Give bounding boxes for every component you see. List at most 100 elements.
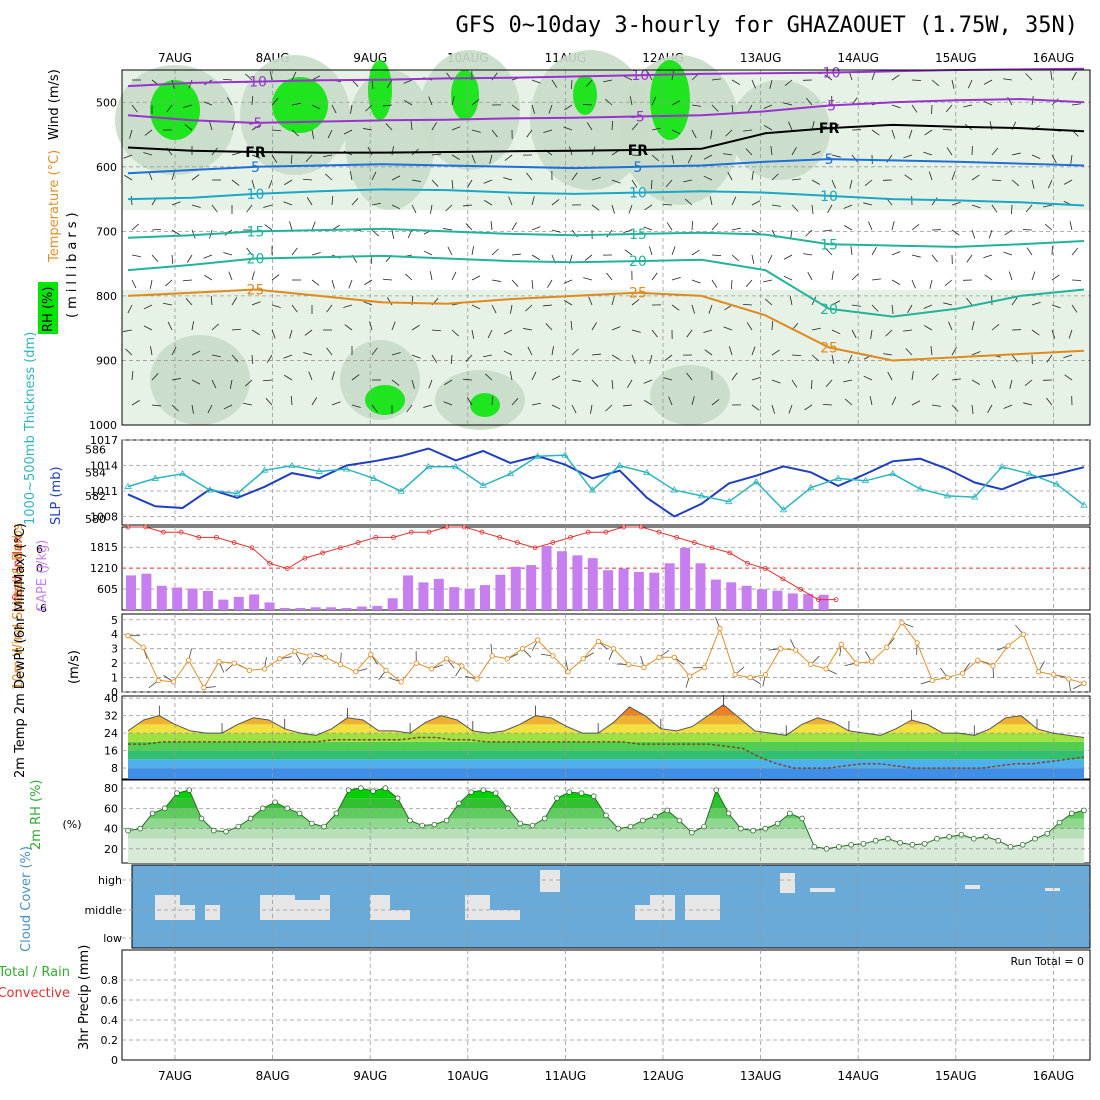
top-date-label: 13AUG (740, 51, 782, 65)
wind-barb (903, 329, 913, 332)
cape-bar (772, 590, 783, 610)
thickness-marker (124, 482, 132, 489)
cloud-cover-ticks: high middle low (84, 874, 122, 945)
wind10-marker (444, 656, 450, 662)
wind-barb (664, 354, 673, 361)
rh2m-gridlines (122, 780, 1090, 863)
thickness-marker (206, 486, 214, 493)
wind-barb (911, 371, 914, 381)
upper-air-frame (121, 69, 1091, 426)
temp-band (128, 759, 1084, 769)
rh2m-marker (345, 787, 352, 793)
cape-bar (787, 593, 798, 610)
wind-barb (545, 323, 553, 331)
wind-barb (783, 254, 793, 260)
wind-barb (343, 129, 353, 135)
precip-tick-label: 0.8 (101, 974, 119, 987)
cape-bar (249, 594, 260, 610)
wind-barb (850, 246, 853, 256)
wind-barb (351, 404, 361, 408)
wind-barb (331, 371, 335, 381)
wind-barb (991, 204, 998, 213)
wind-barb (471, 129, 481, 133)
pressure-tick-label: 800 (96, 290, 117, 303)
wind-barb (429, 271, 433, 281)
wind-barb (1047, 179, 1053, 189)
wind-barb (431, 153, 441, 156)
lifted-index-marker (143, 524, 149, 530)
rh2m-marker (210, 827, 217, 834)
wind-barb (791, 147, 797, 156)
wind-barb (1003, 251, 1013, 256)
rh2m-marker (174, 790, 180, 796)
wind10-marker (686, 673, 693, 679)
wind-barb (465, 354, 473, 362)
wind-barb (844, 398, 853, 406)
wind-barb (491, 304, 497, 314)
rh2m-marker (517, 820, 524, 827)
wind-barb (186, 254, 193, 263)
cloud-cover-tick-label: high (98, 874, 122, 887)
wind-barb (764, 125, 773, 131)
wind-barb (226, 97, 233, 106)
cape-bar (526, 565, 537, 610)
wind-barb (411, 324, 420, 331)
rh2m-marker (946, 833, 952, 840)
wind-barb (1051, 154, 1057, 164)
wind-barb (1011, 297, 1018, 306)
wind-barb (203, 254, 213, 259)
wind10-marker (307, 653, 313, 659)
wind-barb (527, 346, 533, 356)
rh2m-line (125, 785, 1087, 852)
wind-barb (131, 254, 141, 258)
wind-barb (831, 300, 841, 306)
wind-barb (570, 79, 573, 90)
wind-barb (531, 226, 541, 231)
wind-barb (531, 371, 537, 381)
wind-barb (651, 329, 658, 338)
wind-barb (451, 329, 459, 337)
wind-barb (211, 354, 221, 358)
thickness-marker (260, 466, 269, 473)
pressure-tick-label: 600 (96, 161, 117, 174)
cape-bar (680, 547, 691, 610)
wind-barb (485, 373, 493, 381)
wind-barb (863, 375, 873, 381)
wind-barb (727, 171, 733, 181)
wind-barb (163, 302, 173, 306)
wind-barb (543, 129, 553, 134)
wind-barb (331, 195, 334, 206)
wind-barb (725, 129, 733, 137)
wind-barb (711, 399, 720, 406)
wind-barb (591, 204, 600, 211)
rh2m-marker (627, 823, 634, 830)
wind10-marker (777, 646, 784, 652)
wind-barb (984, 274, 993, 281)
rh-legend-swatch (38, 282, 58, 334)
rh2m-marker (799, 815, 805, 822)
lifted-index-marker (391, 534, 396, 540)
lifted-index-marker (727, 550, 733, 556)
wind-barb (631, 354, 636, 364)
cloud-cover-gridlines (122, 865, 1090, 948)
lifted-index-marker (745, 560, 750, 566)
top-date-label: 7AUG (158, 51, 192, 65)
wind-barb (182, 279, 193, 282)
wind-barb (623, 229, 633, 234)
cape-bar (341, 607, 352, 610)
wind-barb (671, 100, 681, 106)
wind-barb (551, 346, 554, 356)
cape-bar (587, 558, 598, 610)
wind10-marker (610, 646, 617, 652)
cape-bar (464, 588, 475, 610)
wind-barb (411, 354, 421, 359)
wind10-marker (519, 646, 526, 652)
wind10-marker (504, 656, 511, 662)
isotherm-line (127, 158, 1085, 175)
wind-barb (770, 146, 773, 156)
wind-barb (951, 378, 961, 381)
rh2m-marker (823, 846, 830, 852)
wind-barb (564, 300, 573, 306)
wind-barb (644, 400, 653, 406)
wind-barb (650, 179, 653, 190)
